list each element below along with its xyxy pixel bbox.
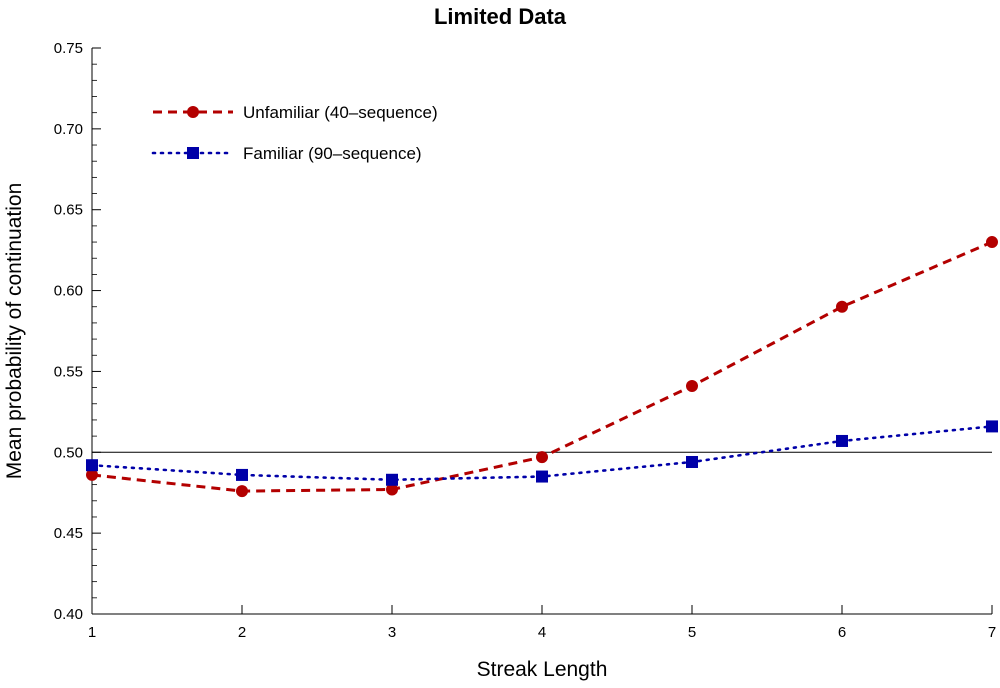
y-tick-label: 0.55 [54,363,83,380]
legend-label: Unfamiliar (40–sequence) [243,103,438,122]
legend: Unfamiliar (40–sequence) Familiar (90–seq… [151,103,438,163]
y-tick-label: 0.75 [54,40,83,57]
data-point [836,300,848,313]
x-axis-ticks: 1 2 3 4 5 6 7 [88,605,996,641]
data-point [686,455,698,468]
data-point [536,470,548,483]
data-point [536,451,548,464]
x-tick-label: 5 [688,624,696,641]
y-tick-label: 0.45 [54,525,83,542]
x-tick-label: 6 [838,624,846,641]
legend-label: Familiar (90–sequence) [243,144,422,163]
series-2 [86,420,998,486]
y-axis-label: Mean probability of continuation [3,183,26,480]
data-point [236,485,248,498]
legend-swatch-marker [187,147,199,159]
data-point [836,434,848,447]
x-tick-label: 3 [388,624,396,641]
y-tick-label: 0.40 [54,606,83,623]
data-point [86,459,98,472]
x-tick-label: 2 [238,624,246,641]
data-point [986,420,998,433]
data-point [236,468,248,481]
y-tick-label: 0.65 [54,202,83,219]
series-1 [86,236,998,498]
data-point [386,473,398,486]
x-tick-label: 4 [538,624,546,641]
data-point [686,379,698,392]
y-tick-label: 0.50 [54,444,83,461]
chart-title: Limited Data [434,4,567,29]
y-axis-ticks: 0.40 0.45 0.50 0.55 0.60 0.65 0.70 0.75 [54,40,101,623]
data-point [86,468,98,481]
x-tick-label: 7 [988,624,996,641]
data-point [986,236,998,249]
x-axis-label: Streak Length [477,658,608,681]
y-tick-label: 0.70 [54,121,83,138]
series-layer [86,236,998,498]
y-tick-label: 0.60 [54,283,83,300]
data-point [386,483,398,496]
legend-swatch-marker [187,106,199,118]
y-minor-ticks [92,63,97,599]
x-tick-label: 1 [88,624,96,641]
